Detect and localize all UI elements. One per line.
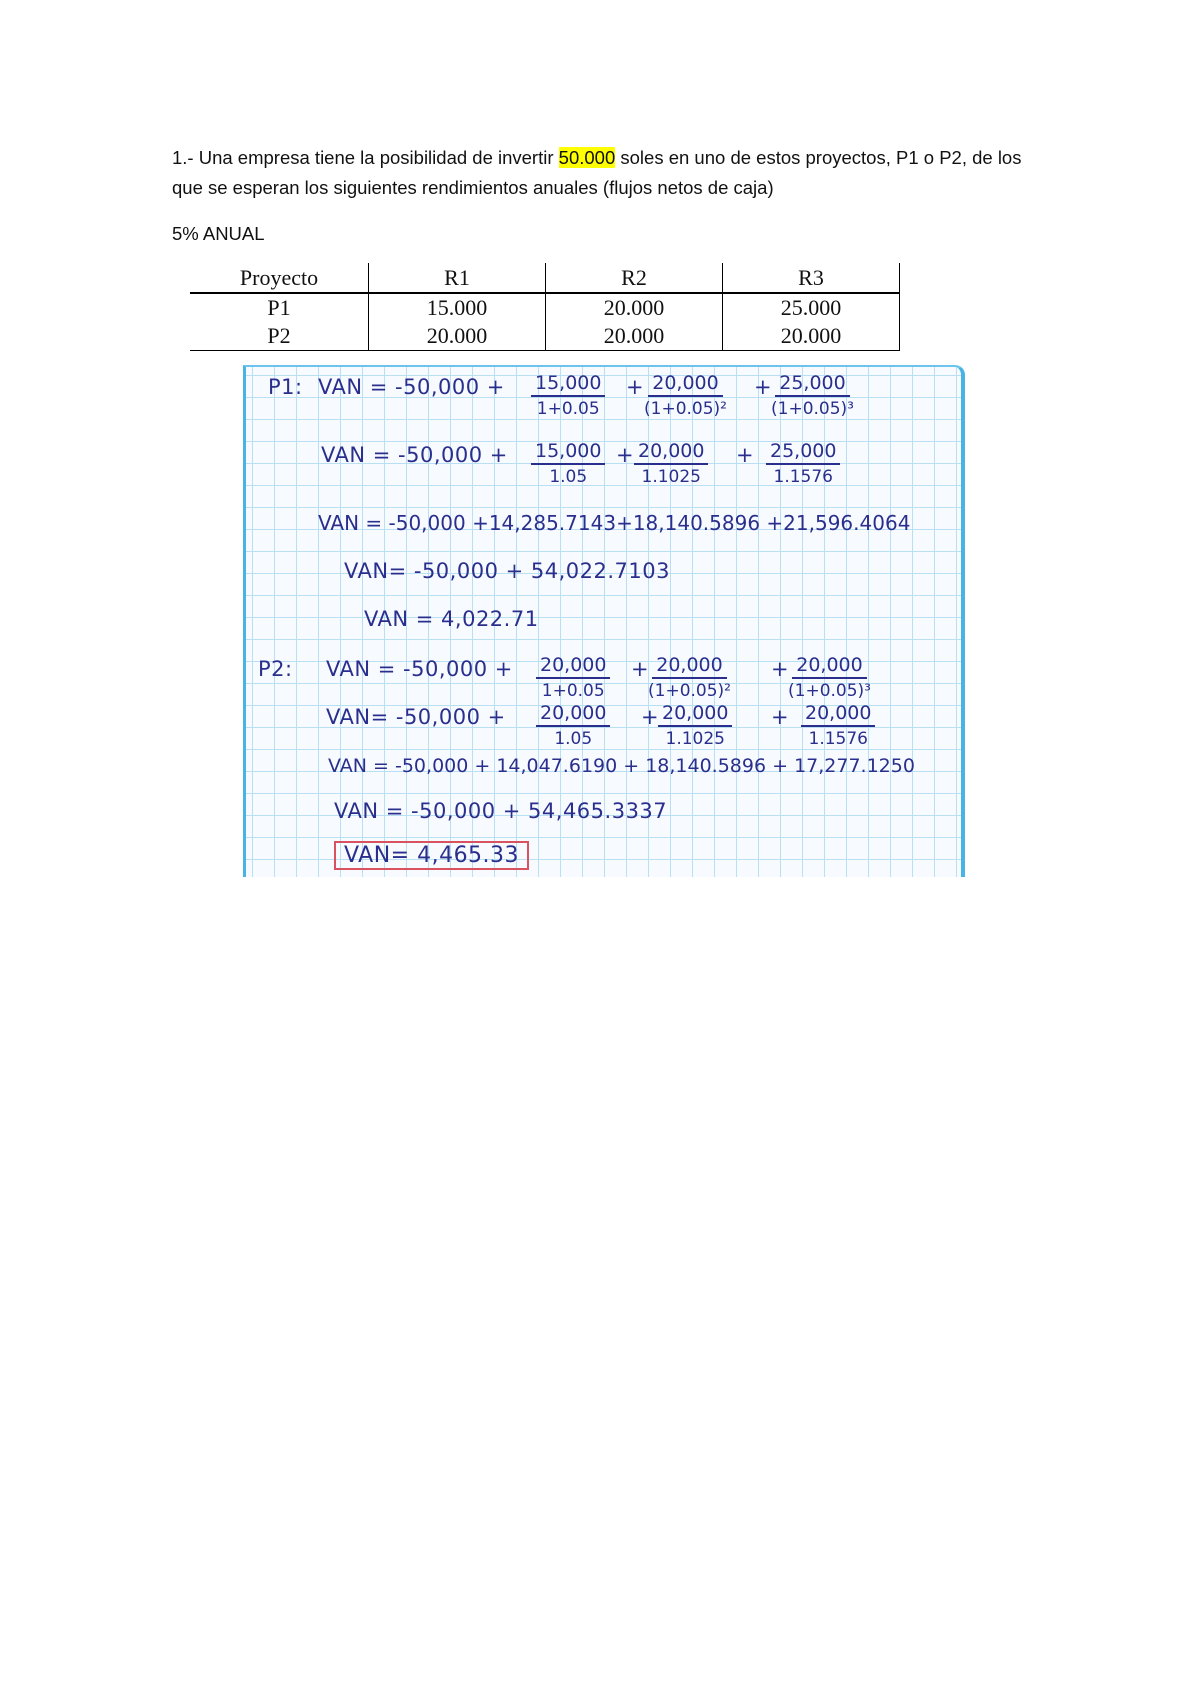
interest-rate: 5% ANUAL: [172, 223, 265, 244]
table-cell: 20.000: [722, 322, 900, 351]
header-cell: R2: [545, 263, 723, 294]
problem-text-continued: soles en uno de estos proyectos, P1 o P2…: [172, 147, 1022, 198]
fraction: 20,000 1+0.05: [536, 653, 611, 703]
handwritten-solution-image: P1: VAN = -50,000 + 15,000 1+0.05 + 20,00…: [243, 365, 965, 877]
table-row: P1 15.000 20.000 25.000: [190, 293, 900, 322]
highlighted-amount: 50.000: [558, 147, 616, 168]
problem-statement: 1.- Una empresa tiene la posibilidad de …: [172, 143, 1032, 203]
table-cell: 15.000: [368, 293, 546, 322]
p2-line3: VAN = -50,000 + 14,047.6190 + 18,140.589…: [328, 755, 915, 777]
p2-result-boxed: VAN= 4,465.33: [334, 841, 530, 870]
fraction: 20,000 1.05: [536, 701, 611, 751]
p1-line2-prefix: VAN = -50,000 +: [321, 443, 508, 467]
table-header-row: Proyecto R1 R2 R3: [190, 263, 900, 294]
plus-sign: +: [771, 657, 790, 681]
fraction: 20,000 (1+0.05)²: [648, 654, 731, 701]
table-cell: 20.000: [368, 322, 546, 351]
plus-sign: +: [736, 443, 755, 467]
p1-line3: VAN = -50,000 +14,285.7143+18,140.5896 +…: [318, 511, 911, 535]
table-cell: 25.000: [722, 293, 900, 322]
fraction: 20,000 1.1025: [634, 439, 709, 489]
p2-label: P2:: [258, 657, 293, 681]
plus-sign: +: [641, 705, 660, 729]
p2-line1-prefix: VAN = -50,000 +: [326, 657, 513, 681]
p1-line4: VAN= -50,000 + 54,022.7103: [344, 559, 670, 583]
header-cell: Proyecto: [190, 263, 369, 294]
fraction: 20,000 1.1576: [801, 701, 876, 751]
fraction: 25,000 (1+0.05)³: [771, 372, 854, 419]
plus-sign: +: [626, 375, 645, 399]
plus-sign: +: [754, 375, 773, 399]
fraction: 20,000 1.1025: [658, 701, 733, 751]
p1-label: P1:: [268, 375, 303, 399]
table-cell: 20.000: [545, 293, 723, 322]
table-cell: P1: [190, 293, 369, 322]
table-cell: P2: [190, 322, 369, 351]
problem-text: 1.- Una empresa tiene la posibilidad de …: [172, 147, 559, 168]
fraction: 20,000 (1+0.05)³: [788, 654, 871, 701]
fraction: 25,000 1.1576: [766, 439, 841, 489]
header-cell: R3: [722, 263, 900, 294]
table-row: P2 20.000 20.000 20.000: [190, 322, 900, 351]
p2-line2-prefix: VAN= -50,000 +: [326, 705, 506, 729]
fraction: 15,000 1.05: [531, 439, 606, 489]
table-cell: 20.000: [545, 322, 723, 351]
header-cell: R1: [368, 263, 546, 294]
fraction: 20,000 (1+0.05)²: [644, 372, 727, 419]
p2-line4: VAN = -50,000 + 54,465.3337: [334, 799, 668, 823]
p1-line1-prefix: VAN = -50,000 +: [318, 375, 505, 399]
p1-result: VAN = 4,022.71: [364, 607, 539, 631]
fraction: 15,000 1+0.05: [531, 371, 606, 421]
plus-sign: +: [771, 705, 790, 729]
plus-sign: +: [616, 443, 635, 467]
plus-sign: +: [631, 657, 650, 681]
projects-table: Proyecto R1 R2 R3 P1 15.000 20.000 25.00…: [190, 263, 900, 351]
